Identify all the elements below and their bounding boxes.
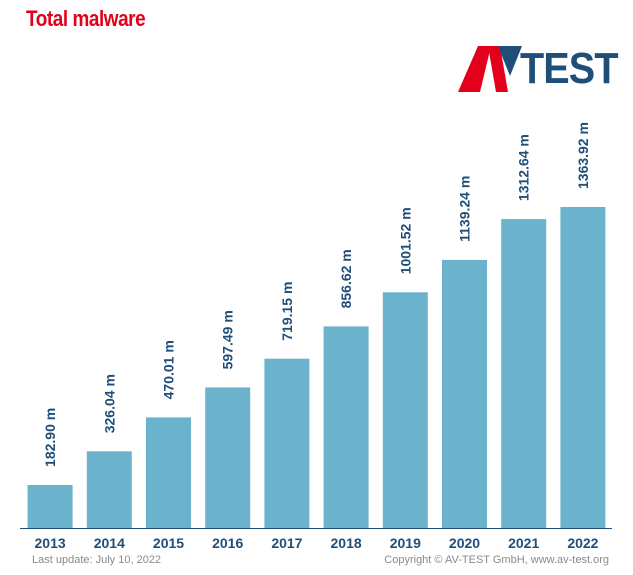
bar-2014 <box>86 451 132 528</box>
last-update-text: Last update: July 10, 2022 <box>32 554 162 566</box>
x-tick-2019: 2019 <box>390 535 421 551</box>
logo-text: TEST <box>520 44 619 93</box>
data-label-2021: 1312.64 m <box>516 134 532 201</box>
data-label-2015: 470.01 m <box>161 340 177 399</box>
data-label-2013: 182.90 m <box>42 408 58 467</box>
bar-2022 <box>560 207 606 528</box>
x-tick-2021: 2021 <box>508 535 539 551</box>
bar-2020 <box>442 259 487 528</box>
data-label-2019: 1001.52 m <box>397 207 413 274</box>
copyright-text: Copyright © AV-TEST GmbH, www.av-test.or… <box>384 554 609 566</box>
bar-2017 <box>264 358 310 528</box>
data-label-2020: 1139.24 m <box>457 176 473 242</box>
bar-2018 <box>323 326 369 528</box>
x-tick-2018: 2018 <box>331 535 362 551</box>
x-tick-2020: 2020 <box>449 535 480 551</box>
bar-2019 <box>382 292 428 528</box>
x-tick-2016: 2016 <box>212 535 243 551</box>
x-tick-2015: 2015 <box>153 535 184 551</box>
bar-2013 <box>27 485 73 528</box>
data-label-2016: 597.49 m <box>220 310 236 369</box>
data-label-2022: 1363.92 m <box>575 122 591 189</box>
x-tick-2022: 2022 <box>567 535 598 551</box>
data-label-2017: 719.15 m <box>279 282 295 341</box>
bar-2015 <box>146 417 191 528</box>
av-logo-mark-icon <box>458 46 522 92</box>
x-tick-2017: 2017 <box>271 535 302 551</box>
data-label-2018: 856.62 m <box>338 249 354 308</box>
bar-2016 <box>205 387 251 528</box>
bar-2021 <box>501 219 547 528</box>
av-test-logo: TEST <box>458 44 628 94</box>
data-label-2014: 326.04 m <box>101 374 117 433</box>
chart-title: Total malware <box>26 6 146 31</box>
x-tick-2013: 2013 <box>35 535 66 551</box>
x-tick-2014: 2014 <box>94 535 125 551</box>
